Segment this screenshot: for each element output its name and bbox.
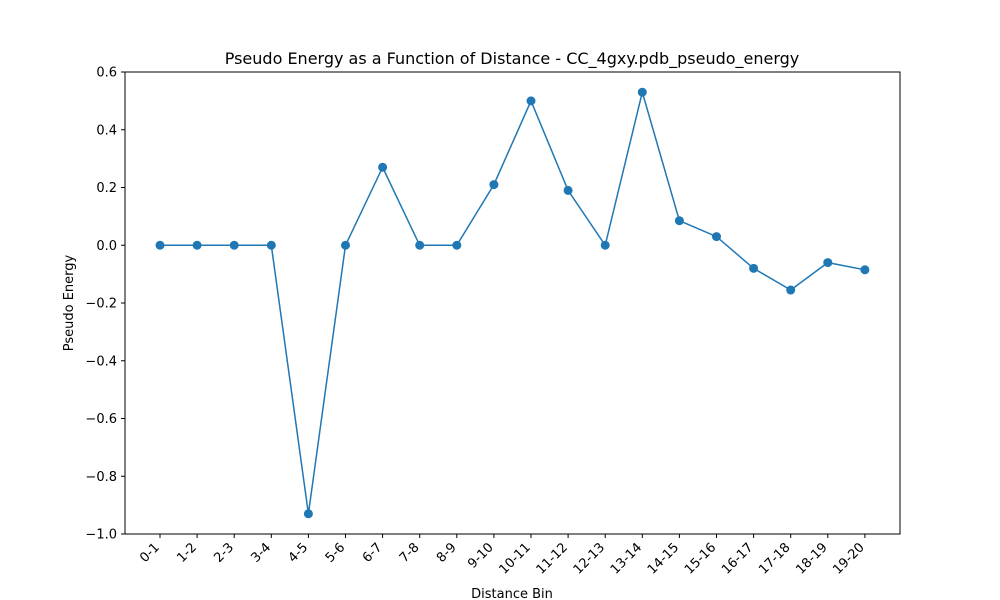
data-point	[341, 240, 350, 250]
x-axis-label: Distance Bin	[471, 587, 553, 600]
data-point	[489, 180, 499, 190]
y-tick-label: 0.2	[96, 181, 117, 196]
y-tick-label: 0.4	[96, 123, 117, 138]
y-tick-label: −0.8	[85, 470, 117, 485]
y-tick-label: −0.4	[85, 354, 117, 369]
data-point	[637, 87, 647, 97]
data-point	[192, 240, 202, 250]
data-point	[600, 240, 610, 250]
y-tick-label: −0.6	[85, 412, 117, 427]
data-point	[860, 265, 870, 275]
y-axis: −1.0 −0.8 −0.6 −0.4 −0.2 0.0 0.2 0.4 0.6	[85, 66, 125, 543]
y-tick-label: 0.0	[96, 239, 117, 254]
data-point	[266, 240, 276, 250]
chart-title: Pseudo Energy as a Function of Distance …	[225, 49, 800, 69]
y-tick-label: 0.6	[96, 66, 117, 81]
y-tick-label: −1.0	[85, 528, 117, 543]
data-point	[155, 240, 165, 250]
data-point	[303, 509, 313, 519]
data-point	[378, 162, 388, 172]
data-point	[749, 263, 759, 273]
data-point	[452, 240, 462, 250]
data-point	[563, 185, 573, 195]
data-point	[526, 96, 536, 106]
y-tick-label: −0.2	[85, 297, 117, 312]
data-point	[786, 285, 796, 295]
data-point	[823, 258, 833, 268]
data-point	[674, 216, 684, 226]
data-point	[229, 240, 239, 250]
data-point	[712, 232, 721, 242]
y-axis-label: Pseudo Energy	[62, 254, 77, 351]
series-group	[155, 87, 870, 519]
data-point	[415, 240, 425, 250]
series-line	[160, 89, 866, 514]
